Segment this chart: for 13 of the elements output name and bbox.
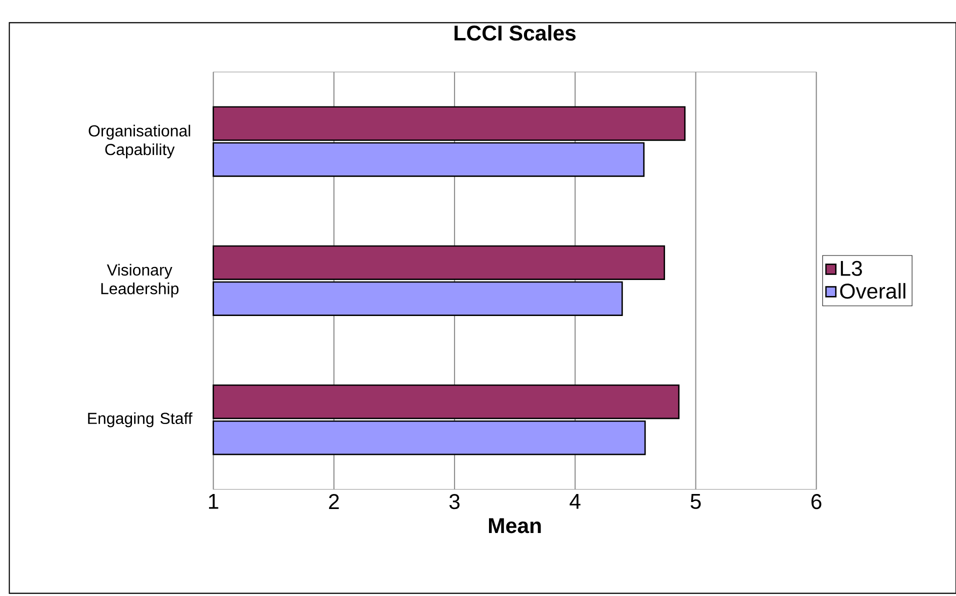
legend-label: Overall <box>840 283 906 299</box>
legend-label: L3 <box>840 260 862 276</box>
y-tick-label: Engaging Staff <box>88 412 192 428</box>
y-tick-label: Organisational Capability <box>88 124 190 158</box>
x-tick-label: 3 <box>449 494 460 510</box>
x-tick-label: 4 <box>570 494 580 509</box>
x-tick-label: 5 <box>690 494 701 509</box>
x-axis-title: Mean <box>488 518 541 534</box>
chart-title: LCCI Scales <box>454 24 576 41</box>
y-tick-label: Visionary Leadership <box>101 264 178 298</box>
x-tick-label: 1 <box>209 494 218 509</box>
x-tick-label: 6 <box>811 494 822 510</box>
x-tick-label: 2 <box>329 494 339 509</box>
